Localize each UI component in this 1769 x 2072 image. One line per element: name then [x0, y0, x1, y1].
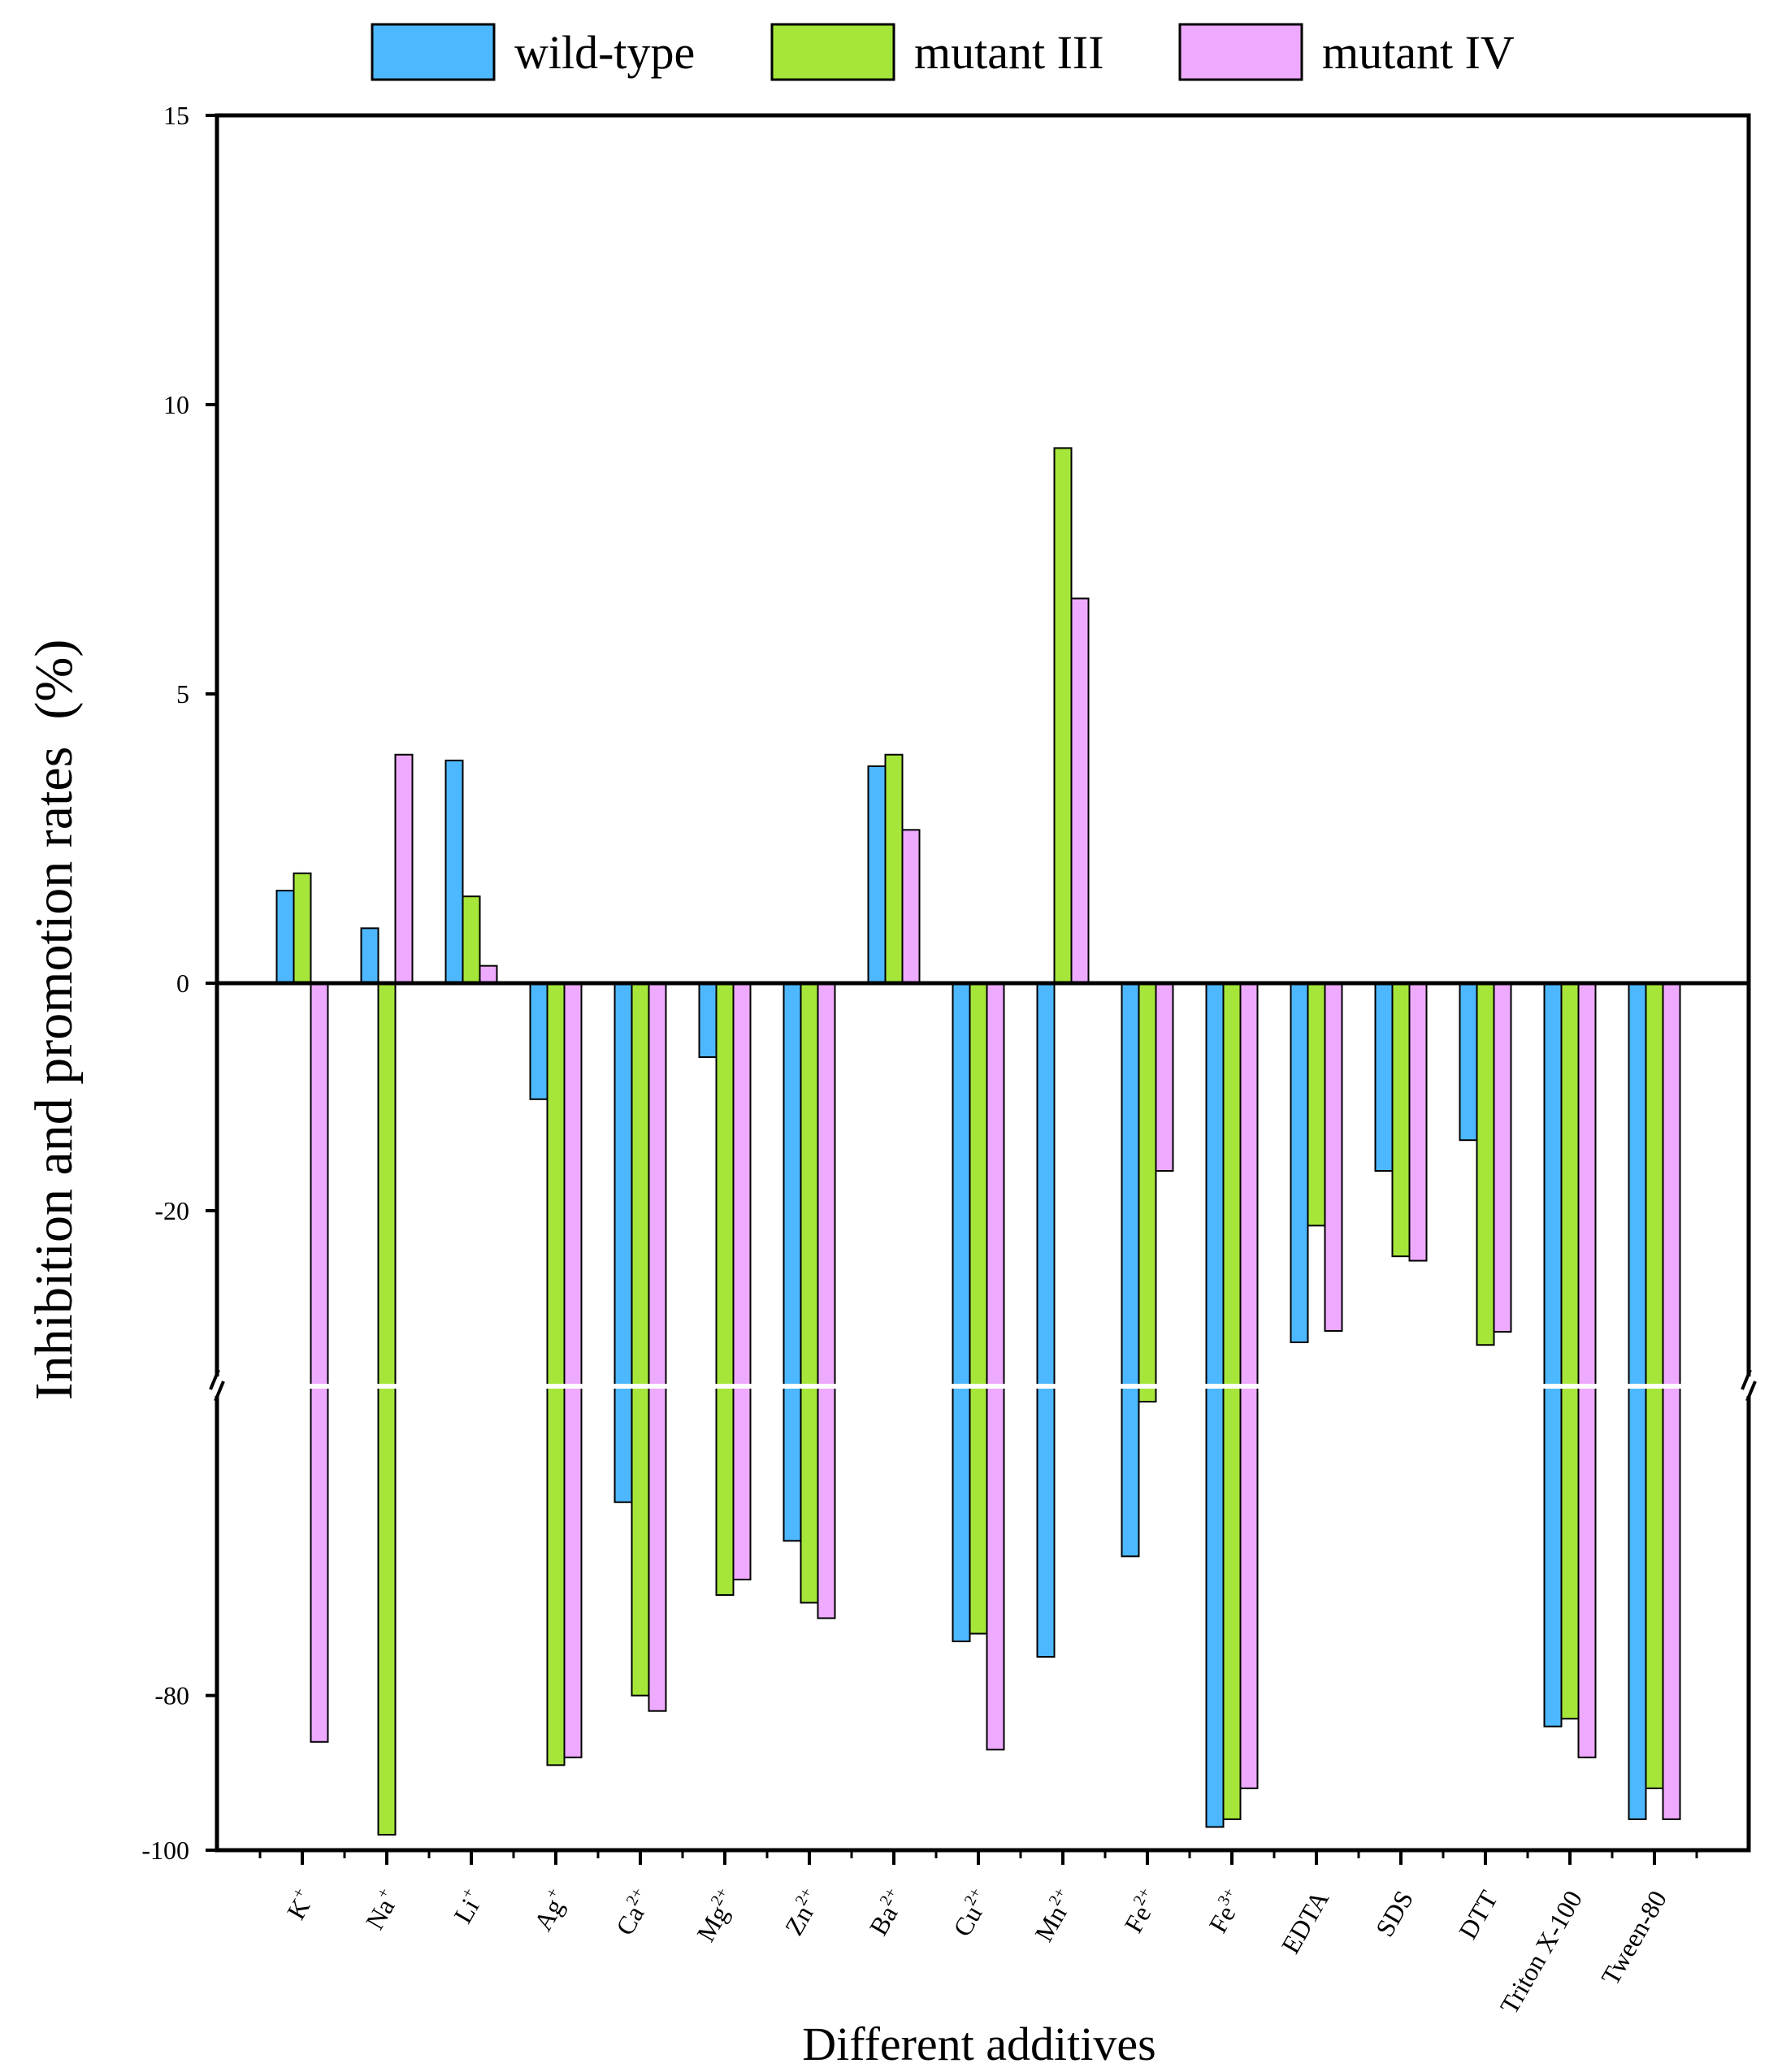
bar-wild-type-13	[1374, 982, 1394, 1172]
axis-break-band	[219, 1384, 1746, 1389]
bar-wild-type-3	[529, 982, 548, 1100]
bar-mutant-iv-12	[1324, 982, 1343, 1332]
x-tick-label: Fe3+	[1202, 1885, 1251, 1938]
y-tick-label: 15	[163, 101, 189, 130]
bar-mutant-iii-6	[800, 982, 819, 1604]
bar-mutant-iii-7	[884, 753, 904, 984]
legend-label: wild-type	[514, 26, 695, 79]
x-tick-label: K+	[280, 1885, 320, 1925]
bar-wild-type-2	[444, 759, 464, 984]
bar-mutant-iv-14	[1493, 982, 1512, 1333]
bar-mutant-iii-8	[969, 982, 988, 1635]
bar-mutant-iii-10	[1138, 982, 1157, 1403]
bar-mutant-iii-14	[1476, 982, 1495, 1346]
bar-wild-type-16	[1628, 982, 1647, 1820]
legend-label: mutant III	[914, 26, 1104, 79]
bar-mutant-iv-9	[1070, 597, 1090, 985]
bar-mutant-iii-3	[546, 982, 566, 1766]
bar-mutant-iii-2	[462, 895, 481, 984]
x-tick-label: Tween-80	[1595, 1886, 1672, 1990]
legend: wild-type mutant III mutant IV	[371, 23, 1515, 81]
bar-mutant-iv-13	[1408, 982, 1428, 1262]
legend-swatch-wild-type	[371, 23, 496, 81]
y-tick-labels: 15 10 5 0 -20 -80 -100	[141, 101, 189, 1865]
x-tick-label: Ba2+	[862, 1885, 912, 1940]
bar-mutant-iii-15	[1560, 982, 1580, 1720]
bar-wild-type-11	[1205, 982, 1225, 1828]
bar-mutant-iv-5	[732, 982, 752, 1580]
x-tick-label: Cu2+	[946, 1885, 996, 1942]
x-tick-label: Ag+	[527, 1885, 574, 1936]
bar-mutant-iv-3	[563, 982, 583, 1758]
x-tick-label: Ca2+	[609, 1885, 658, 1940]
legend-label: mutant IV	[1322, 26, 1515, 79]
x-tick-label: EDTA	[1276, 1886, 1335, 1959]
bar-wild-type-9	[1036, 982, 1056, 1658]
bar-mutant-iv-16	[1662, 982, 1681, 1820]
legend-swatch-mutant-iii	[770, 23, 895, 81]
x-tick-label: DTT	[1453, 1885, 1504, 1944]
bar-mutant-iv-2	[479, 964, 498, 985]
x-tick-labels: K+ Na+ Li+ Ag+ Ca2+ Mg2+ Zn2+ Ba2+ Cu2+ Mn2+ Fe2+ F…	[280, 1885, 1672, 2019]
x-tick-label: Li+	[446, 1885, 489, 1928]
axis-break-mark	[214, 1381, 225, 1402]
y-tick-label: 10	[163, 390, 189, 419]
bar-mutant-iv-4	[648, 982, 667, 1712]
y-tick-label: 0	[176, 969, 189, 998]
y-tick-label: -100	[141, 1836, 189, 1865]
bar-wild-type-5	[698, 982, 718, 1058]
y-axis-label: Inhibition and promotion rates (%)	[24, 639, 84, 1401]
bar-wild-type-4	[614, 982, 633, 1503]
x-tick-label: Triton X-100	[1494, 1886, 1588, 2019]
bar-wild-type-14	[1459, 982, 1478, 1142]
axis-break-mark	[209, 1369, 220, 1390]
x-tick-label: Na+	[358, 1885, 405, 1935]
bar-mutant-iv-1	[394, 753, 414, 984]
x-tick-label: Zn2+	[778, 1885, 827, 1940]
x-tick-label: Mn2+	[1027, 1885, 1081, 1947]
bar-mutant-iii-4	[631, 982, 650, 1697]
bar-mutant-iii-0	[293, 872, 312, 984]
bar-mutant-iii-1	[377, 982, 397, 1836]
bar-wild-type-6	[783, 982, 802, 1542]
y-tick-label: -80	[154, 1681, 189, 1710]
bar-mutant-iv-10	[1155, 982, 1174, 1172]
bar-mutant-iii-12	[1307, 982, 1326, 1227]
y-tick-label: 5	[176, 679, 189, 709]
axes	[206, 113, 1757, 1865]
bar-wild-type-12	[1290, 982, 1309, 1343]
legend-swatch-mutant-iv	[1178, 23, 1303, 81]
bar-mutant-iii-13	[1391, 982, 1411, 1258]
y-tick-label: -20	[154, 1196, 189, 1225]
bar-mutant-iv-8	[986, 982, 1005, 1751]
bar-wild-type-7	[867, 765, 887, 984]
bar-wild-type-15	[1543, 982, 1563, 1727]
x-tick-label: Mg2+	[689, 1885, 743, 1947]
bar-mutant-iii-5	[715, 982, 735, 1596]
bar-mutant-iv-7	[901, 829, 921, 984]
bar-wild-type-1	[360, 927, 379, 984]
bar-mutant-iv-0	[310, 982, 329, 1743]
bar-wild-type-8	[952, 982, 971, 1643]
bar-mutant-iii-11	[1222, 982, 1242, 1820]
x-axis-label: Different additives	[802, 2018, 1155, 2070]
bar-mutant-iv-6	[817, 982, 836, 1619]
axis-break-mark	[1745, 1381, 1757, 1402]
bar-wild-type-10	[1121, 982, 1140, 1558]
bar-mutant-iv-15	[1577, 982, 1597, 1758]
x-tick-label: SDS	[1370, 1886, 1420, 1942]
axis-break-mark	[1741, 1369, 1752, 1390]
x-tick-label: Fe2+	[1117, 1885, 1166, 1938]
bar-mutant-iii-9	[1053, 447, 1073, 984]
bars	[275, 447, 1681, 1836]
bar-wild-type-0	[275, 890, 295, 984]
